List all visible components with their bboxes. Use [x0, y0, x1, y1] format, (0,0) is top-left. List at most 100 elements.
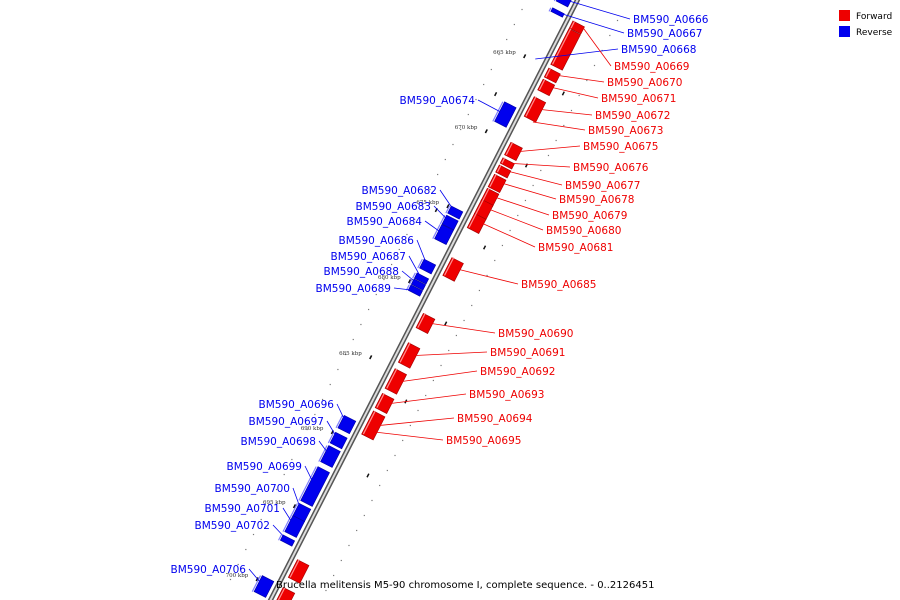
gene-label-bm590-a0696[interactable]: BM590_A0696	[259, 399, 335, 411]
gene-label-bm590-a0678[interactable]: BM590_A0678	[559, 194, 634, 206]
guide-dot	[337, 368, 339, 371]
gene-label-bm590-a0691[interactable]: BM590_A0691	[490, 347, 565, 359]
guide-dot	[421, 203, 423, 206]
gene-block-highlight	[545, 67, 552, 78]
gene-label-bm590-a0692[interactable]: BM590_A0692	[480, 366, 555, 378]
forward-gene-block	[287, 559, 310, 584]
forward-gene-block	[361, 410, 386, 441]
gene-label-bm590-a0687[interactable]: BM590_A0687	[331, 251, 406, 263]
guide-dot	[460, 128, 462, 131]
callout-line	[502, 183, 557, 200]
forward-gene-block	[276, 586, 296, 600]
gene-label-bm590-a0670[interactable]: BM590_A0670	[607, 77, 682, 89]
gene-block-highlight	[538, 78, 546, 91]
guide-dot	[570, 109, 573, 112]
gene-label-bm590-a0697[interactable]: BM590_A0697	[249, 416, 324, 428]
gene-label-bm590-a0681[interactable]: BM590_A0681	[538, 242, 613, 254]
guide-dot	[490, 68, 492, 71]
guide-dot	[356, 529, 358, 532]
guide-dot	[494, 259, 496, 262]
guide-dot	[486, 274, 488, 277]
guide-dot	[237, 563, 239, 566]
gene-label-bm590-a0688[interactable]: BM590_A0688	[324, 266, 399, 278]
guide-dot	[375, 293, 377, 296]
guide-dot	[314, 413, 316, 416]
gene-block-highlight	[251, 575, 262, 592]
guide-dot	[268, 503, 270, 506]
guide-dot	[245, 548, 247, 551]
guide-dot	[371, 499, 373, 502]
gene-label-bm590-a0695[interactable]: BM590_A0695	[446, 435, 521, 447]
kbp-tick	[446, 204, 450, 209]
callout-line	[509, 171, 563, 186]
gene-block-highlight	[468, 213, 477, 228]
callout-line	[326, 420, 339, 441]
gene-block-highlight	[432, 224, 441, 239]
callout-line	[379, 417, 455, 426]
guide-dot	[609, 34, 611, 37]
gene-label-bm590-a0684[interactable]: BM590_A0684	[347, 216, 423, 228]
guide-dot	[402, 439, 404, 442]
gene-label-bm590-a0693[interactable]: BM590_A0693	[469, 389, 544, 401]
guide-dot	[425, 394, 427, 397]
callout-line	[535, 48, 619, 60]
guide-dots	[229, 8, 619, 592]
gene-label-bm590-a0686[interactable]: BM590_A0686	[339, 235, 415, 247]
callout-line	[582, 27, 612, 67]
guide-dot	[440, 364, 442, 367]
guide-dot	[471, 304, 473, 307]
gene-label-bm590-a0702[interactable]: BM590_A0702	[195, 520, 270, 532]
gene-label-bm590-a0701[interactable]: BM590_A0701	[205, 503, 280, 515]
callout-line	[431, 323, 496, 334]
gene-label-bm590-a0683[interactable]: BM590_A0683	[356, 201, 431, 213]
kbp-tick	[523, 54, 527, 59]
gene-label-bm590-a0694[interactable]: BM590_A0694	[457, 413, 533, 425]
callout-line	[513, 163, 571, 168]
gene-block-highlight	[362, 410, 376, 435]
gene-block-highlight	[327, 431, 335, 444]
gene-label-bm590-a0677[interactable]: BM590_A0677	[565, 180, 640, 192]
gene-label-bm590-a0668[interactable]: BM590_A0668	[621, 44, 696, 56]
guide-dot	[478, 289, 481, 292]
gene-end-mark	[561, 91, 565, 96]
guide-dot	[555, 139, 557, 142]
guide-dot	[252, 533, 255, 536]
forward-gene-block	[537, 78, 556, 97]
gene-label-bm590-a0682[interactable]: BM590_A0682	[362, 185, 437, 197]
kbp-label: 665 kbp	[493, 50, 516, 56]
kbp-label: 700 kbp	[226, 573, 249, 579]
guide-dot	[429, 188, 431, 191]
gene-label-bm590-a0699[interactable]: BM590_A0699	[227, 461, 302, 473]
gene-label-bm590-a0690[interactable]: BM590_A0690	[498, 328, 573, 340]
gene-label-bm590-a0680[interactable]: BM590_A0680	[546, 225, 621, 237]
guide-dot	[414, 218, 416, 221]
guide-dot	[475, 98, 477, 101]
gene-label-bm590-a0700[interactable]: BM590_A0700	[215, 483, 290, 495]
guide-dot	[360, 323, 362, 326]
gene-label-bm590-a0685[interactable]: BM590_A0685	[521, 279, 596, 291]
gene-label-bm590-a0674[interactable]: BM590_A0674	[400, 95, 476, 107]
guide-dot	[483, 83, 485, 86]
reverse-gene-block	[555, 0, 572, 8]
gene-label-bm590-a0672[interactable]: BM590_A0672	[595, 110, 670, 122]
reverse-gene-block	[494, 101, 517, 128]
guide-dot	[329, 383, 331, 386]
guide-dot	[383, 278, 385, 281]
gene-label-bm590-a0673[interactable]: BM590_A0673	[588, 125, 663, 137]
gene-label-bm590-a0698[interactable]: BM590_A0698	[241, 436, 316, 448]
gene-label-bm590-a0679[interactable]: BM590_A0679	[552, 210, 627, 222]
gene-label-bm590-a0689[interactable]: BM590_A0689	[316, 283, 391, 295]
gene-label-bm590-a0675[interactable]: BM590_A0675	[583, 141, 658, 153]
gene-label-bm590-a0667[interactable]: BM590_A0667	[627, 28, 702, 40]
gene-label-bm590-a0671[interactable]: BM590_A0671	[601, 93, 676, 105]
gene-label-bm590-a0676[interactable]: BM590_A0676	[573, 162, 649, 174]
gene-label-bm590-a0706[interactable]: BM590_A0706	[171, 564, 247, 576]
gene-block-highlight	[551, 28, 572, 65]
guide-dot	[601, 49, 603, 52]
guide-dot	[452, 143, 454, 146]
callout-line	[489, 209, 544, 231]
gene-label-bm590-a0669[interactable]: BM590_A0669	[614, 61, 689, 73]
callout-line	[248, 568, 265, 587]
gene-label-bm590-a0666[interactable]: BM590_A0666	[633, 14, 709, 26]
